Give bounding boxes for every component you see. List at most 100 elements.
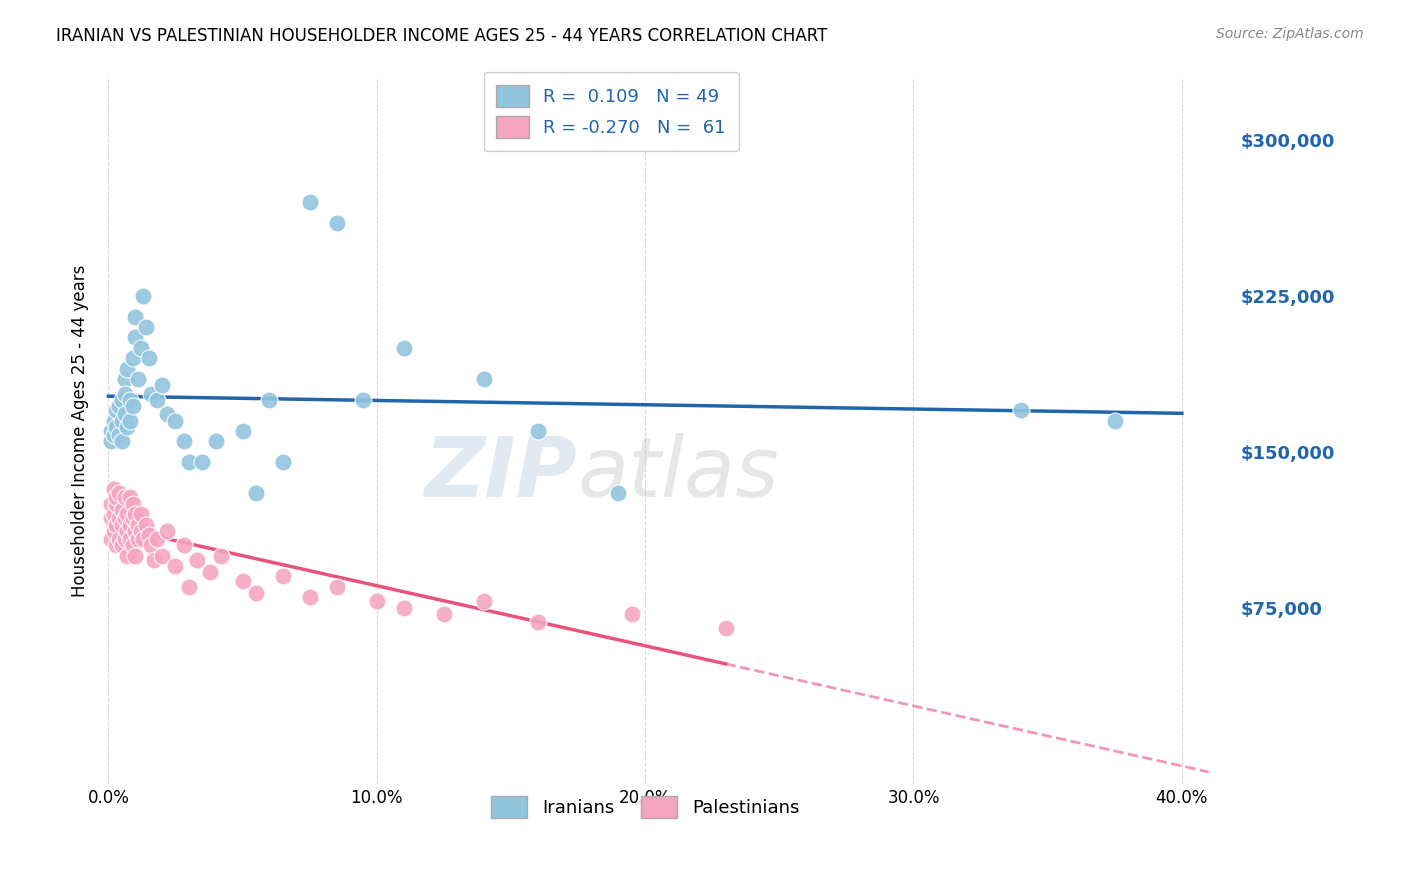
Point — [111, 503, 134, 517]
Point — [105, 517, 128, 532]
Point — [325, 216, 347, 230]
Point — [150, 378, 173, 392]
Point — [245, 586, 267, 600]
Point — [200, 566, 222, 580]
Point — [114, 511, 136, 525]
Point — [115, 361, 138, 376]
Point — [115, 524, 138, 538]
Point — [132, 289, 155, 303]
Legend: Iranians, Palestinians: Iranians, Palestinians — [484, 789, 807, 825]
Point — [118, 491, 141, 505]
Point — [103, 428, 125, 442]
Point — [100, 511, 122, 525]
Point — [165, 413, 187, 427]
Text: atlas: atlas — [576, 433, 779, 514]
Point — [472, 372, 495, 386]
Point — [111, 413, 134, 427]
Point — [186, 553, 208, 567]
Point — [111, 517, 134, 532]
Point — [392, 341, 415, 355]
Point — [259, 392, 281, 407]
Point — [127, 517, 149, 532]
Point — [271, 455, 294, 469]
Point — [111, 392, 134, 407]
Point — [114, 407, 136, 421]
Point — [472, 594, 495, 608]
Point — [105, 497, 128, 511]
Point — [173, 434, 195, 449]
Text: Source: ZipAtlas.com: Source: ZipAtlas.com — [1216, 27, 1364, 41]
Point — [135, 517, 157, 532]
Point — [105, 538, 128, 552]
Point — [298, 195, 321, 210]
Text: IRANIAN VS PALESTINIAN HOUSEHOLDER INCOME AGES 25 - 44 YEARS CORRELATION CHART: IRANIAN VS PALESTINIAN HOUSEHOLDER INCOM… — [56, 27, 828, 45]
Text: ZIP: ZIP — [425, 433, 576, 514]
Point — [298, 591, 321, 605]
Point — [141, 386, 163, 401]
Point — [150, 549, 173, 563]
Point — [124, 549, 146, 563]
Point — [177, 580, 200, 594]
Point — [1010, 403, 1032, 417]
Point — [145, 392, 167, 407]
Point — [138, 351, 160, 366]
Point — [118, 413, 141, 427]
Point — [209, 549, 232, 563]
Point — [103, 507, 125, 521]
Point — [118, 532, 141, 546]
Point — [156, 524, 179, 538]
Point — [111, 538, 134, 552]
Point — [177, 455, 200, 469]
Point — [124, 524, 146, 538]
Point — [108, 428, 131, 442]
Point — [103, 413, 125, 427]
Point — [114, 532, 136, 546]
Point — [115, 419, 138, 434]
Point — [108, 511, 131, 525]
Point — [526, 424, 548, 438]
Point — [129, 507, 152, 521]
Point — [714, 622, 737, 636]
Point — [129, 524, 152, 538]
Point — [526, 615, 548, 630]
Point — [173, 538, 195, 552]
Point — [135, 320, 157, 334]
Point — [121, 351, 143, 366]
Point — [145, 532, 167, 546]
Point — [156, 407, 179, 421]
Point — [118, 517, 141, 532]
Point — [245, 486, 267, 500]
Point — [100, 532, 122, 546]
Point — [366, 594, 388, 608]
Point — [141, 538, 163, 552]
Point — [121, 511, 143, 525]
Point — [111, 434, 134, 449]
Point — [118, 392, 141, 407]
Point — [325, 580, 347, 594]
Point — [232, 424, 254, 438]
Point — [121, 497, 143, 511]
Point — [124, 507, 146, 521]
Point — [100, 434, 122, 449]
Point — [232, 574, 254, 588]
Point — [100, 497, 122, 511]
Point — [129, 341, 152, 355]
Point — [124, 330, 146, 344]
Point — [392, 600, 415, 615]
Point — [271, 569, 294, 583]
Point — [114, 372, 136, 386]
Point — [132, 532, 155, 546]
Point — [103, 482, 125, 496]
Point — [191, 455, 214, 469]
Point — [108, 399, 131, 413]
Point — [607, 486, 630, 500]
Point — [121, 538, 143, 552]
Point — [115, 507, 138, 521]
Point — [121, 399, 143, 413]
Point — [433, 607, 456, 621]
Point — [103, 524, 125, 538]
Point — [127, 372, 149, 386]
Point — [108, 532, 131, 546]
Point — [114, 491, 136, 505]
Point — [352, 392, 374, 407]
